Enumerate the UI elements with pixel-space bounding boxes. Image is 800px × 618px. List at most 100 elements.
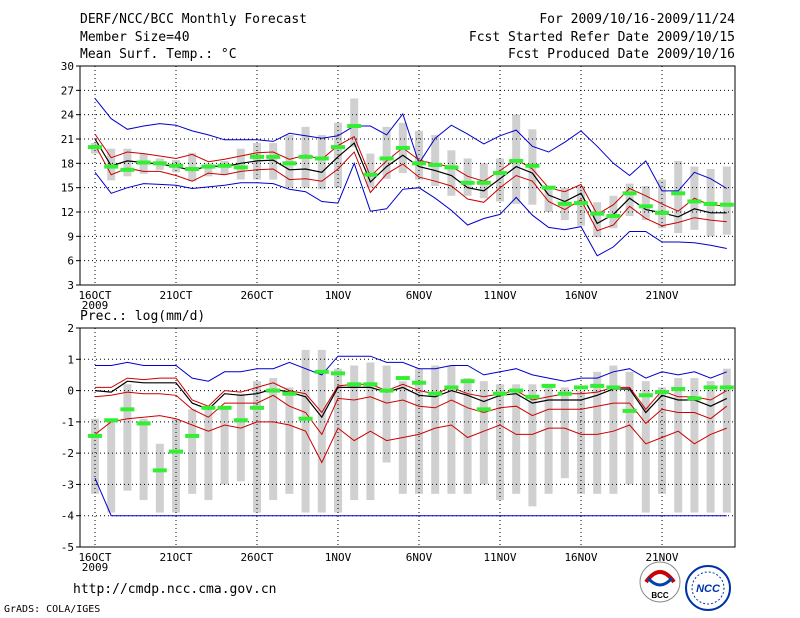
observed-marker (541, 185, 556, 190)
forecast-period: For 2009/10/16-2009/11/24 (539, 12, 735, 27)
observed-marker (152, 468, 167, 473)
box-bar (317, 134, 326, 190)
variable-label: Mean Surf. Temp.: °C (80, 47, 237, 62)
box-bar (285, 134, 294, 188)
box-bar (593, 371, 602, 494)
box-bar (544, 384, 553, 494)
observed-marker (88, 145, 102, 150)
observed-marker (120, 407, 135, 412)
box-bar (641, 381, 650, 513)
observed-marker (412, 380, 426, 385)
observed-marker (395, 376, 410, 381)
observed-marker (509, 158, 524, 163)
observed-marker (719, 202, 734, 207)
box-bar (350, 98, 359, 148)
observed-marker (638, 204, 653, 209)
box-bar (447, 150, 456, 196)
observed-marker (590, 211, 605, 216)
observed-marker (347, 124, 362, 129)
observed-marker (331, 371, 345, 376)
observed-marker (233, 165, 248, 170)
observed-marker (703, 385, 718, 390)
box-bar (334, 122, 342, 188)
observed-marker (606, 385, 621, 390)
observed-marker (136, 421, 151, 426)
observed-marker (444, 165, 459, 170)
observed-marker (428, 391, 443, 396)
y-tick-label: -5 (61, 541, 74, 554)
x-tick-label: 26OCT (240, 289, 273, 302)
box-bar (415, 130, 423, 180)
observed-marker (687, 396, 702, 401)
box-bar (155, 443, 164, 513)
observed-marker (671, 387, 686, 392)
observed-marker (347, 382, 362, 387)
x-tick-label: 1NOV (325, 289, 352, 302)
x-year-label: 2009 (82, 299, 109, 312)
observed-marker (525, 394, 540, 399)
observed-marker (493, 171, 507, 176)
box-bar (188, 409, 197, 494)
series-line-lower-extreme (94, 415, 727, 464)
box-bar (123, 148, 132, 177)
x-tick-label: 21OCT (159, 289, 192, 302)
observed-marker (460, 379, 475, 384)
x-tick-label: 16NOV (564, 289, 597, 302)
box-bar (512, 384, 521, 494)
observed-marker (395, 145, 410, 150)
observed-marker (444, 385, 459, 390)
observed-marker (622, 408, 637, 413)
box-bar (123, 384, 132, 491)
series-line-lower (94, 391, 728, 436)
box-bar (220, 160, 229, 175)
series-line-lower (94, 144, 727, 232)
y-tick-label: 1 (67, 353, 74, 366)
source-url[interactable]: http://cmdp.ncc.cma.gov.cn (73, 582, 277, 597)
observed-marker (298, 416, 313, 421)
observed-marker (590, 383, 605, 388)
box-bar (204, 163, 213, 177)
precip-label: Prec.: log(mm/d) (80, 309, 206, 324)
plot-frame (79, 65, 736, 286)
y-tick-label: 21 (61, 133, 74, 146)
box-bar (625, 371, 634, 485)
observed-marker (671, 191, 686, 196)
observed-marker (282, 161, 297, 166)
observed-marker (606, 214, 621, 219)
produced-date: Fcst Produced Date 2009/10/16 (508, 47, 735, 62)
observed-marker (379, 388, 394, 393)
member-size: Member Size=40 (80, 30, 190, 45)
observed-marker (509, 388, 524, 393)
y-tick-label: 9 (67, 230, 74, 243)
observed-marker (574, 201, 588, 206)
box-bar (107, 418, 116, 513)
x-tick-label: 26OCT (240, 551, 273, 564)
box-bar (236, 393, 245, 482)
chart-title: DERF/NCC/BCC Monthly Forecast (80, 12, 307, 27)
x-tick-label: 21OCT (159, 551, 192, 564)
observed-marker (525, 163, 540, 168)
observed-marker (638, 393, 653, 398)
series-line-upper (94, 133, 727, 216)
x-tick-label: 21NOV (645, 551, 678, 564)
observed-marker (314, 156, 329, 161)
observed-marker (493, 391, 507, 396)
observed-marker (460, 180, 475, 185)
y-tick-label: 6 (67, 255, 74, 268)
box-bar (463, 158, 472, 196)
box-bar (722, 166, 731, 235)
y-tick-label: -4 (61, 510, 75, 523)
box-bar (188, 152, 197, 182)
observed-marker (185, 167, 200, 172)
observed-marker (120, 167, 135, 172)
y-tick-label: 15 (61, 182, 74, 195)
box-bar (609, 365, 618, 494)
x-tick-label: 16OCT (78, 289, 111, 302)
observed-marker (719, 385, 734, 390)
x-tick-label: 6NOV (406, 289, 433, 302)
box-bar (382, 365, 391, 463)
observed-marker (476, 180, 491, 185)
observed-marker (412, 161, 426, 166)
